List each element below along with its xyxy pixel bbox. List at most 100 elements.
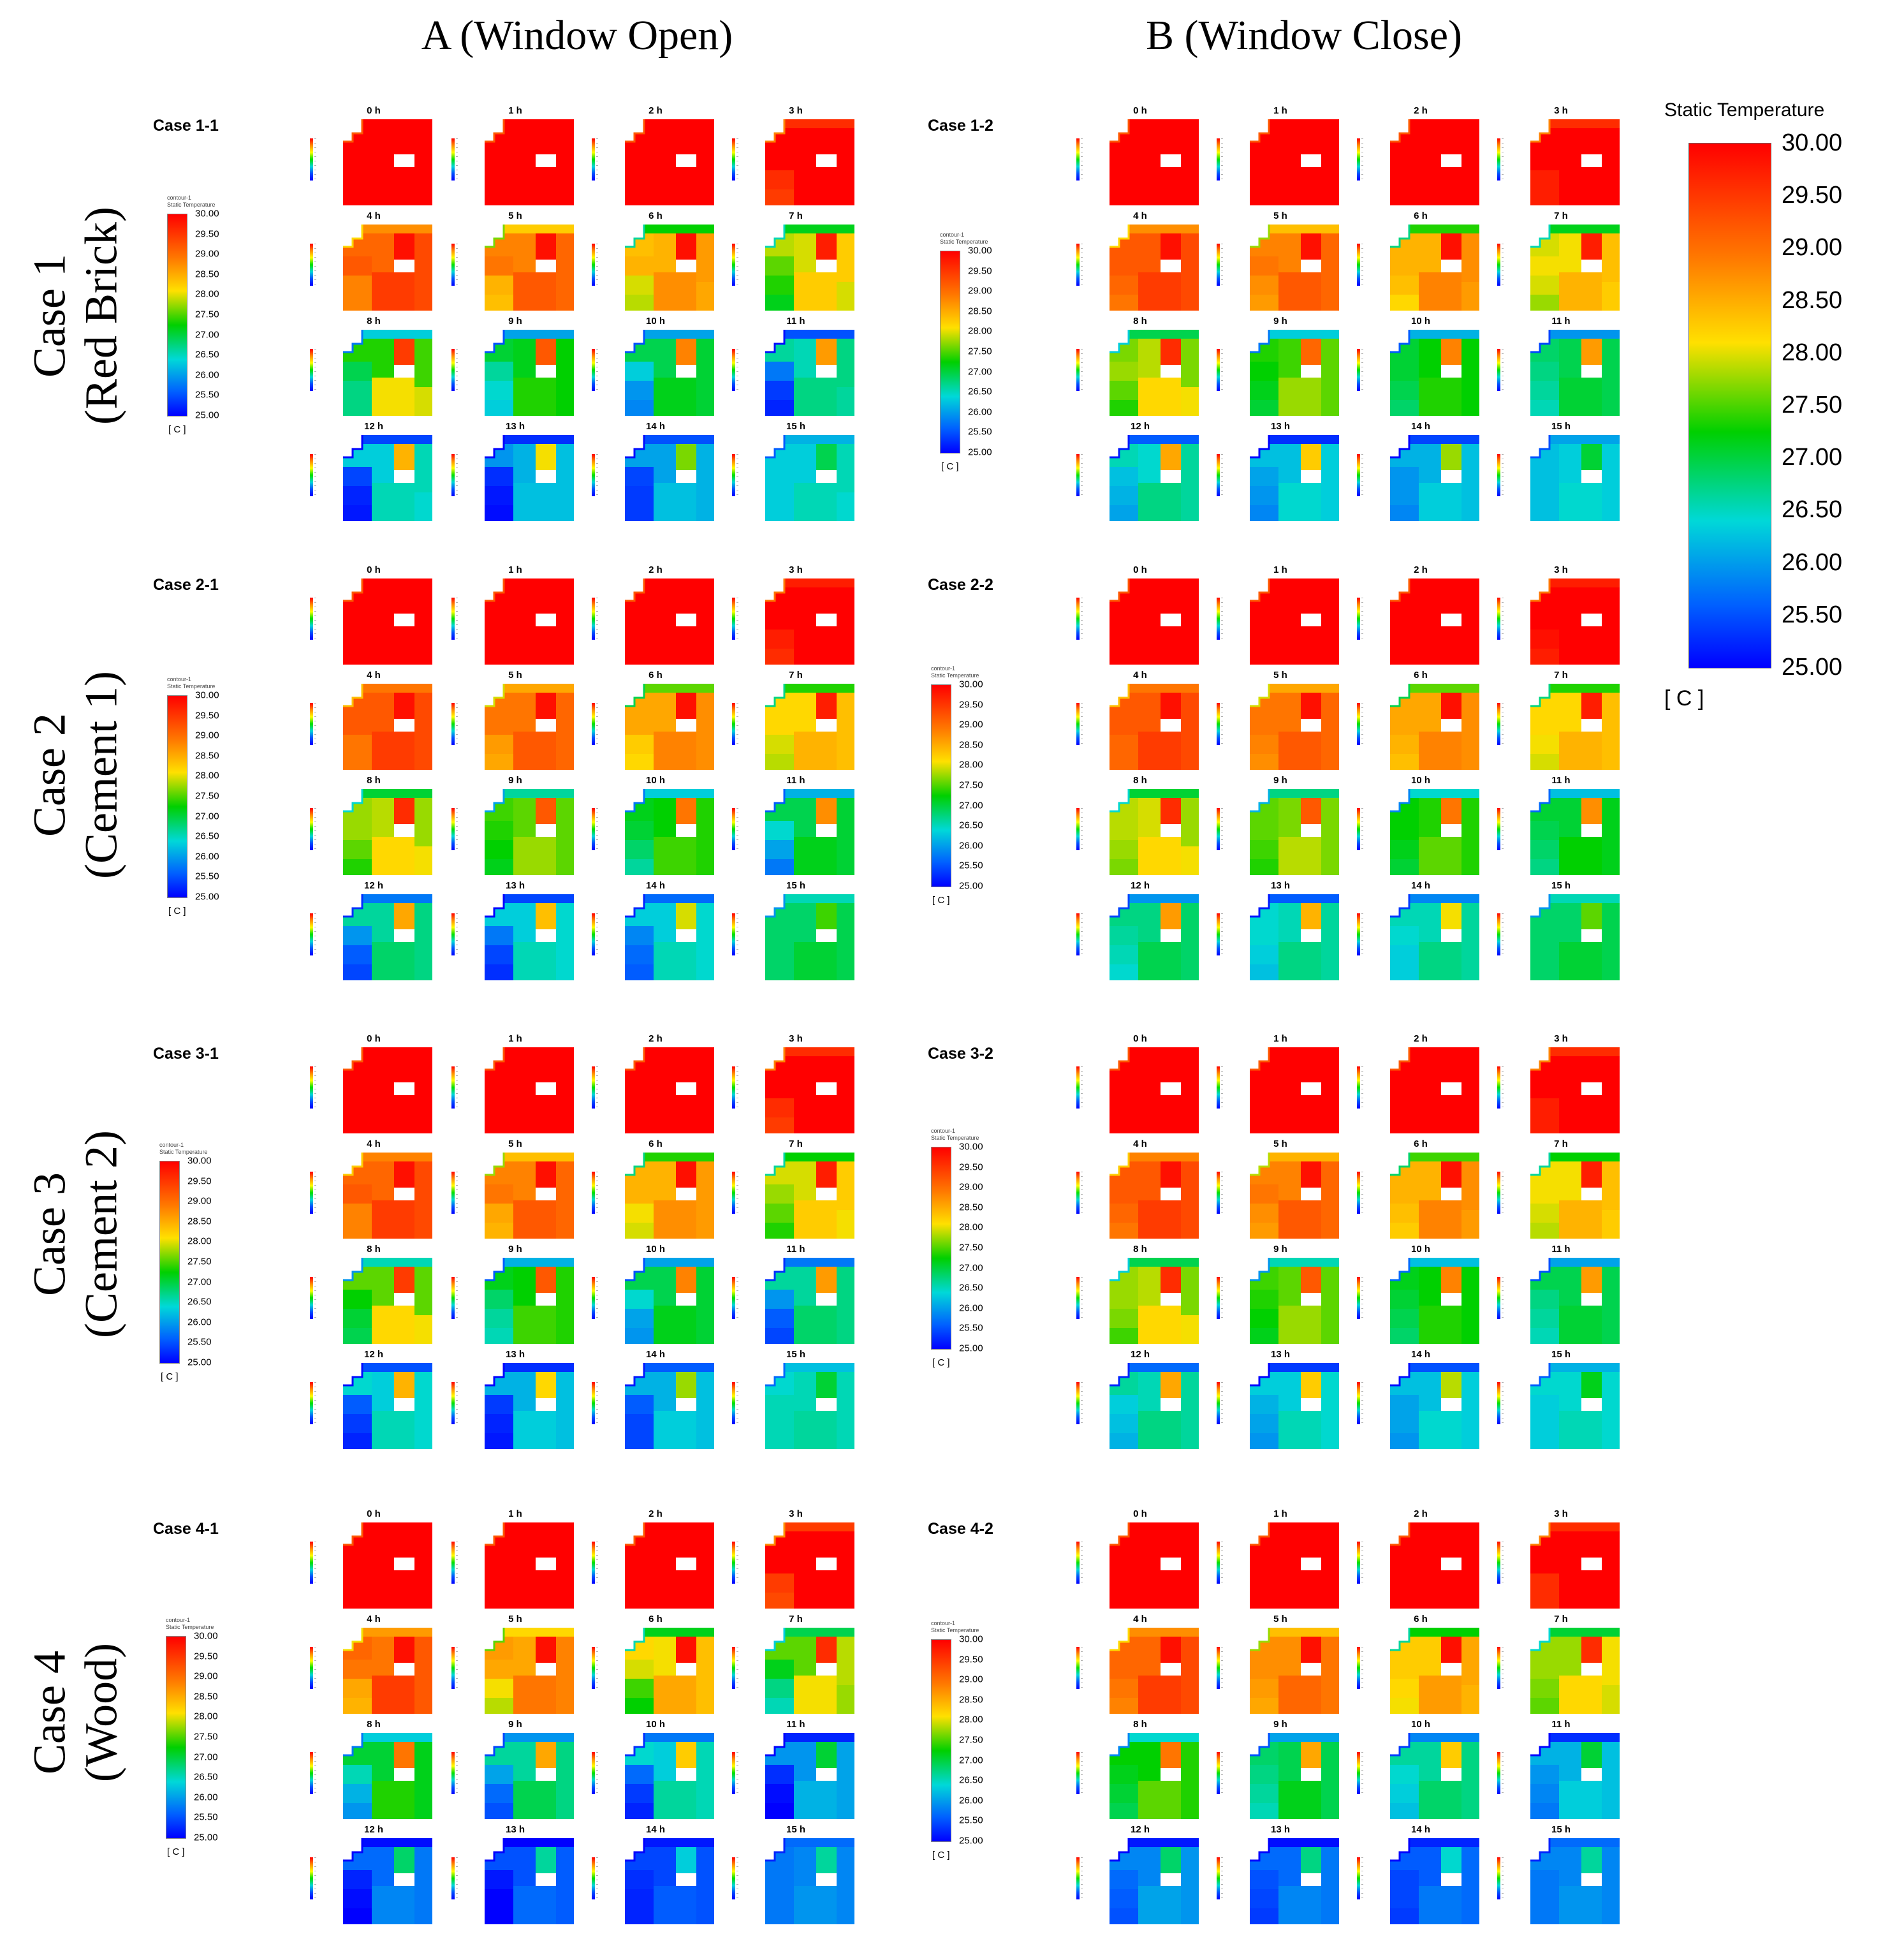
hour-label: 9 h (508, 775, 522, 786)
inlet-edge (485, 1047, 505, 1071)
zone-w2 (1110, 362, 1138, 381)
zone-hot (676, 1847, 696, 1873)
zone-w2 (765, 610, 794, 630)
zone-hot (1161, 798, 1181, 824)
inlet-edge (765, 330, 786, 353)
zone-c (1419, 1200, 1461, 1239)
zone-w3 (1250, 1414, 1278, 1433)
inlet-edge (485, 435, 505, 459)
zone-w1 (513, 798, 536, 837)
row-label-line2: (Wood) (75, 1642, 126, 1783)
case-legend-tick: 27.50 (968, 346, 992, 357)
zone-s (696, 1210, 714, 1239)
zone-c (513, 1306, 556, 1344)
zone-hot (676, 233, 696, 260)
zone-w1 (372, 1847, 394, 1886)
zone-w3 (485, 1784, 513, 1803)
zone-c (794, 837, 837, 875)
inlet-edge (1530, 1838, 1551, 1862)
hour-label: 7 h (789, 670, 803, 681)
inlet-edge (1110, 330, 1130, 353)
zone-w3 (1110, 1679, 1138, 1698)
inlet-edge (1110, 1047, 1130, 1071)
zone-s (1602, 1580, 1620, 1609)
case-legend-tick: 27.50 (959, 1734, 983, 1746)
temperature-contour-map (1390, 1838, 1479, 1924)
mini-legend (1217, 1382, 1223, 1424)
zone-sw (625, 1593, 654, 1609)
zone-w3 (1390, 1784, 1419, 1803)
zone-e (1461, 1267, 1479, 1315)
hour-label: 15 h (1551, 421, 1571, 432)
zone-w1 (1278, 128, 1301, 167)
case-legend-title: contour-1 Static Temperature (159, 1142, 207, 1156)
hour-label: 12 h (1130, 880, 1150, 891)
zone-hot (394, 1372, 414, 1398)
zone-w3 (765, 1573, 794, 1593)
zone-w1 (794, 128, 816, 167)
zone-hot (1161, 233, 1181, 260)
zone-w2 (1390, 151, 1419, 170)
zone-w3 (625, 1573, 654, 1593)
zone-w2 (1250, 1395, 1278, 1414)
zone-hot (1581, 693, 1602, 719)
zone-w1 (513, 1267, 536, 1306)
zone-w2 (343, 610, 372, 630)
zone-top (504, 1047, 574, 1056)
inlet-edge (1390, 1047, 1410, 1071)
zone-w2 (625, 1184, 654, 1204)
zone-hot (1161, 1372, 1181, 1398)
zone-w3 (1530, 381, 1559, 400)
mini-legend (1497, 598, 1504, 640)
mini-legend (451, 808, 458, 850)
zone-w1 (794, 903, 816, 942)
zone-top (1409, 894, 1479, 903)
zone-top (362, 330, 432, 339)
inlet-edge (625, 225, 645, 248)
temperature-contour-map (625, 119, 714, 205)
zone-w2 (343, 1660, 372, 1679)
mini-legend (1076, 1752, 1083, 1794)
zone-w1 (1278, 693, 1301, 732)
zone-c (513, 1676, 556, 1714)
zone-hot (1581, 1372, 1602, 1398)
hour-label: 12 h (363, 1824, 384, 1835)
zone-w3 (1390, 630, 1419, 649)
case-legend-tick: 29.00 (959, 1181, 983, 1193)
zone-c (1278, 942, 1321, 980)
zone-e (1181, 1847, 1199, 1896)
zone-c (1419, 378, 1461, 416)
zone-hot (816, 233, 837, 260)
zone-s (1181, 1420, 1199, 1449)
zone-w1 (794, 1056, 816, 1095)
hour-label: 10 h (645, 1244, 666, 1255)
zone-e (1602, 1267, 1620, 1315)
case-legend-tick: 28.50 (187, 1216, 212, 1227)
zone-w1 (1278, 233, 1301, 272)
zone-hot (394, 1267, 414, 1293)
case-legend-tick: 26.50 (959, 1774, 983, 1786)
zone-c (1278, 378, 1321, 416)
mini-legend (310, 244, 316, 286)
zone-sw (343, 189, 372, 205)
mini-legend (1497, 913, 1504, 955)
mini-legend (732, 1752, 738, 1794)
inlet-edge (1530, 1733, 1551, 1757)
zone-hot (1581, 339, 1602, 365)
temperature-contour-map (1250, 330, 1339, 416)
temperature-contour-map (625, 578, 714, 665)
zone-w3 (343, 1204, 372, 1223)
zone-w1 (372, 1372, 394, 1411)
zone-top (1129, 435, 1199, 444)
zone-w1 (1419, 339, 1441, 378)
inlet-edge (485, 1838, 505, 1862)
zone-w2 (343, 1079, 372, 1098)
zone-w2 (485, 1290, 513, 1309)
mini-legend (1357, 703, 1363, 745)
hour-label: 6 h (648, 210, 663, 221)
zone-c (1559, 1676, 1602, 1714)
hour-label: 4 h (367, 1138, 381, 1149)
temperature-contour-map (343, 684, 432, 770)
zone-w2 (485, 926, 513, 945)
mini-legend (310, 1857, 316, 1899)
